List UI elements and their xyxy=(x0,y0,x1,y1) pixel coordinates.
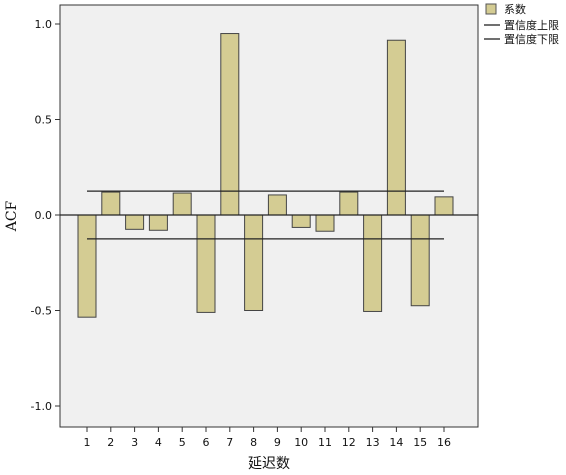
bar-lag-4 xyxy=(148,214,168,231)
bar-lag-16 xyxy=(434,196,454,216)
bar-lag-5 xyxy=(172,192,192,216)
x-tick-label: 5 xyxy=(179,436,186,449)
bar-lag-15 xyxy=(410,214,430,307)
x-axis-title: 延迟数 xyxy=(248,456,290,472)
y-tick-label: 1.0 xyxy=(35,18,53,31)
bar-lag-6 xyxy=(196,214,216,313)
legend: 系数 置信度上限 置信度下限 xyxy=(484,3,559,46)
legend-swatch-coefficient xyxy=(485,3,497,15)
x-tick-label: 14 xyxy=(389,436,403,449)
bar-lag-11 xyxy=(315,214,335,232)
bar-lag-3 xyxy=(125,214,145,230)
bar-lag-9 xyxy=(267,194,287,216)
x-axis: 1 2 3 4 5 6 7 8 9 10 11 12 13 14 15 16 xyxy=(84,427,451,449)
y-tick-label: -0.5 xyxy=(31,305,52,318)
y-tick-label: 0.0 xyxy=(35,209,53,222)
bar-lag-10 xyxy=(291,214,311,228)
x-tick-label: 6 xyxy=(203,436,210,449)
x-tick-label: 7 xyxy=(226,436,233,449)
x-tick-label: 10 xyxy=(294,436,308,449)
y-tick-label: 0.5 xyxy=(35,114,53,127)
legend-label-lower: 置信度下限 xyxy=(504,32,559,46)
x-tick-label: 15 xyxy=(413,436,427,449)
x-tick-label: 8 xyxy=(250,436,257,449)
bar-lag-12 xyxy=(339,191,359,216)
x-tick-label: 4 xyxy=(155,436,162,449)
bar-lag-8 xyxy=(244,214,264,311)
y-axis: 1.0 0.5 0.0 -0.5 -1.0 xyxy=(31,18,60,413)
x-tick-label: 2 xyxy=(107,436,114,449)
bar-lag-14 xyxy=(386,39,406,216)
x-tick-label: 13 xyxy=(366,436,380,449)
legend-label-coefficient: 系数 xyxy=(504,3,526,16)
x-tick-label: 11 xyxy=(318,436,332,449)
y-axis-title: ACF xyxy=(4,200,20,232)
legend-label-upper: 置信度上限 xyxy=(504,18,559,32)
y-tick-label: -1.0 xyxy=(31,400,52,413)
x-tick-label: 1 xyxy=(84,436,91,449)
x-tick-label: 12 xyxy=(342,436,356,449)
x-tick-label: 3 xyxy=(131,436,138,449)
bar-lag-1 xyxy=(77,214,97,318)
bar-lag-13 xyxy=(363,214,383,312)
x-tick-label: 16 xyxy=(437,436,451,449)
bar-lag-7 xyxy=(220,33,240,216)
x-tick-label: 9 xyxy=(274,436,281,449)
bar-lag-2 xyxy=(101,191,121,216)
